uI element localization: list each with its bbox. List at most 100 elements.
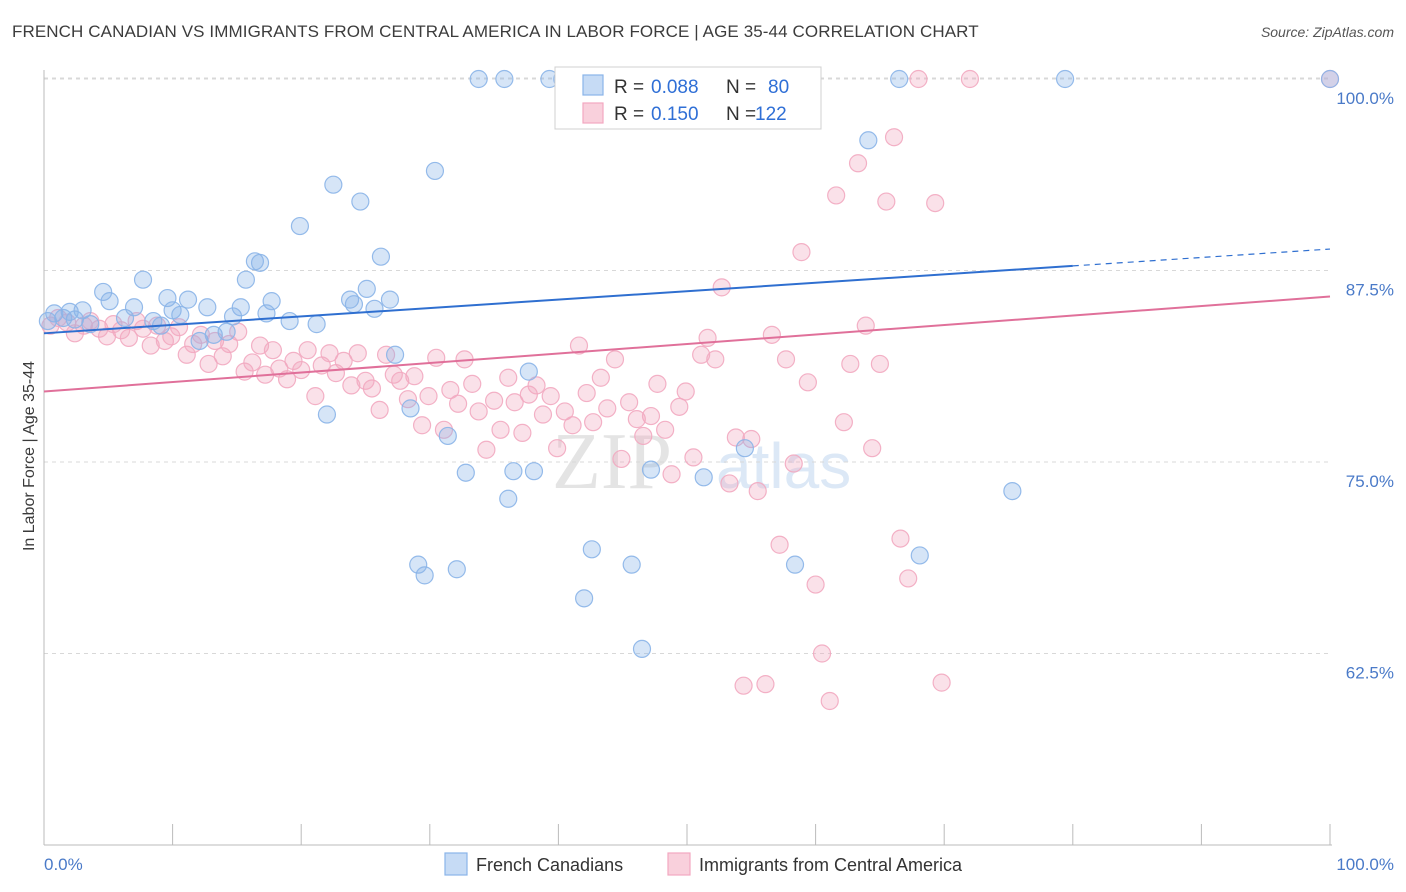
pink-point [548, 439, 567, 458]
pink-point [463, 374, 482, 393]
y-tick-label: 75.0% [1346, 472, 1394, 491]
blue-point [357, 279, 376, 298]
blue-point [694, 468, 713, 487]
x-tick-label-min: 0.0% [44, 855, 83, 874]
trend-lines [43, 248, 1331, 393]
pink-point [827, 186, 846, 205]
pink-point [820, 691, 839, 711]
pink-point [792, 243, 811, 262]
y-tick-labels: 62.5% 75.0% 87.5% 100.0% [1336, 89, 1394, 683]
pink-point [370, 400, 389, 420]
blue-point [425, 161, 445, 181]
pink-point [676, 382, 695, 401]
pink-point [485, 391, 504, 410]
blue-point [81, 315, 100, 334]
pink-point [598, 399, 617, 418]
stats-legend-blue-r-label: R = [614, 77, 649, 98]
blue-point [519, 362, 538, 381]
blue-point [469, 69, 488, 89]
pink-point [720, 474, 739, 493]
blue-point [178, 290, 198, 309]
grid-lines [44, 77, 1330, 654]
pink-point [812, 644, 832, 663]
blue-point [632, 639, 652, 659]
pink-point [909, 69, 928, 89]
stats-legend: R = 0.088 N = 80 R = 0.150 N = 122 [554, 66, 822, 130]
pink-points [41, 69, 1340, 711]
pink-point [670, 397, 689, 416]
pink-point [648, 374, 667, 393]
pink-point [620, 393, 639, 412]
series-legend-blue-label: French Canadians [476, 855, 623, 875]
blue-point [575, 589, 594, 608]
y-tick-label: 62.5% [1346, 664, 1394, 683]
blue-point [262, 292, 281, 311]
blue-point [499, 489, 518, 508]
pink-point [133, 319, 153, 338]
blue-point [641, 460, 661, 479]
stats-legend-blue-n-label: N = [726, 77, 761, 98]
pink-trend-line [43, 295, 1331, 393]
blue-point [236, 270, 256, 289]
blue-point [409, 555, 428, 574]
pink-point [441, 380, 460, 400]
pink-point [848, 154, 868, 173]
pink-point [513, 423, 532, 442]
blue-point [231, 298, 250, 317]
pink-point [277, 370, 297, 389]
blue-point [1003, 482, 1022, 501]
pink-point [477, 440, 496, 459]
pink-point [706, 350, 725, 369]
pink-point [899, 569, 918, 588]
blue-point [380, 290, 400, 309]
pink-point [834, 413, 853, 432]
pink-point [306, 387, 325, 406]
pink-point [798, 373, 817, 392]
blue-point [317, 405, 337, 424]
blue-point [351, 192, 370, 211]
pink-point [742, 429, 761, 449]
pink-point [292, 360, 311, 380]
blue-point [290, 216, 310, 236]
blue-point [1320, 69, 1340, 89]
blue-point [133, 270, 153, 289]
x-ticks [43, 824, 1331, 845]
pink-point [712, 278, 731, 297]
stats-legend-pink-r: 0.150 [651, 104, 699, 125]
pink-point [756, 675, 775, 694]
stats-legend-pink-swatch [582, 102, 604, 124]
pink-point [119, 328, 138, 348]
pink-point [284, 351, 303, 370]
pink-point [884, 128, 904, 147]
pink-point [412, 416, 432, 435]
chart-title: FRENCH CANADIAN VS IMMIGRANTS FROM CENTR… [12, 22, 979, 41]
pink-point [348, 344, 367, 363]
pink-point [141, 336, 160, 355]
pink-point [806, 575, 825, 594]
pink-point [748, 482, 767, 501]
blue-point [124, 298, 144, 317]
pink-point [641, 406, 661, 426]
stats-legend-blue-swatch [582, 74, 604, 96]
blue-point [198, 298, 217, 317]
pink-point [362, 379, 382, 398]
blue-trend-extension [1072, 248, 1331, 267]
stats-legend-pink-n: 122 [755, 104, 787, 125]
pink-point [527, 376, 546, 395]
pink-point [684, 448, 703, 467]
pink-point [605, 350, 625, 369]
pink-point [177, 345, 196, 364]
pink-point [960, 69, 980, 89]
pink-point [199, 354, 218, 374]
stats-legend-blue-n: 80 [768, 77, 789, 98]
pink-point [155, 331, 174, 351]
blue-trend-line [43, 264, 1073, 335]
blue-point [447, 560, 466, 579]
pink-point [419, 387, 438, 406]
pink-point [541, 387, 560, 406]
pink-point [577, 383, 596, 403]
blue-point [495, 69, 514, 89]
pink-point [519, 385, 538, 404]
blue-point [45, 304, 64, 323]
source-credit: Source: ZipAtlas.com [1260, 24, 1394, 40]
